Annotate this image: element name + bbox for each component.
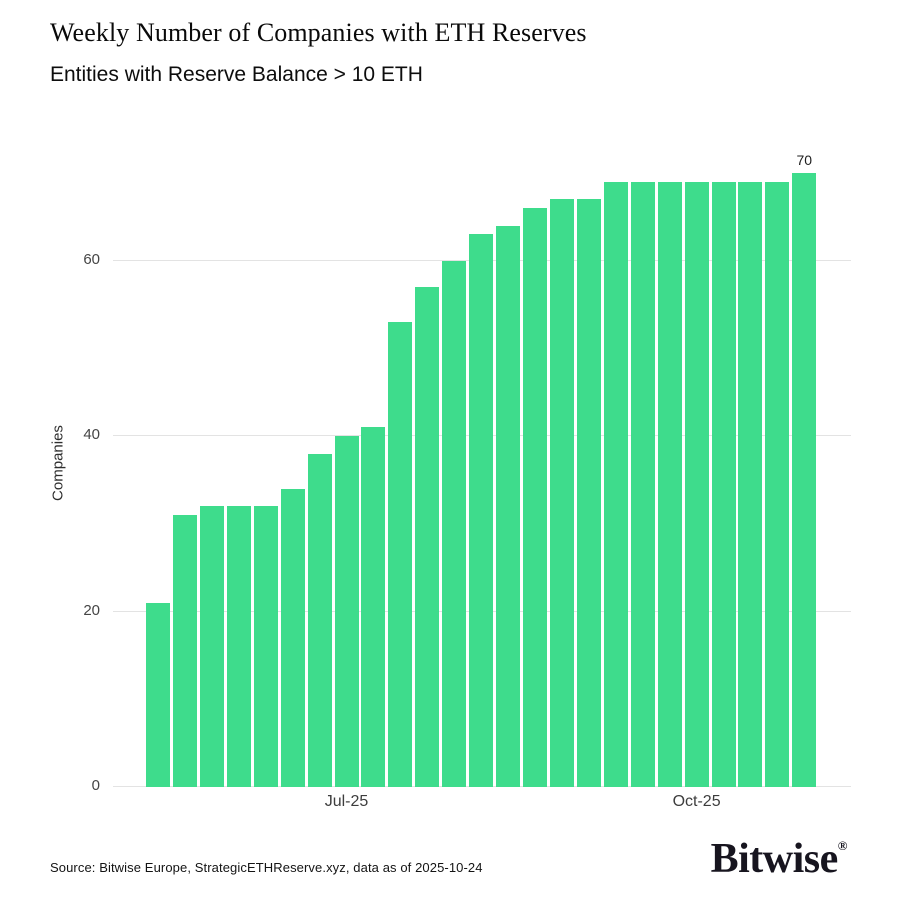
bar: [496, 225, 521, 787]
bar: [630, 181, 655, 787]
bar: [199, 506, 224, 787]
bar: [523, 208, 548, 787]
y-tick-label: 40: [83, 426, 100, 444]
bar: [711, 181, 736, 787]
bar: [388, 322, 413, 787]
bar: [469, 234, 494, 787]
bar: [226, 506, 251, 787]
bar: [307, 453, 332, 787]
bar: [361, 427, 386, 787]
bar: [765, 181, 790, 787]
y-tick-label: 60: [83, 250, 100, 268]
bar-value-label: 70: [796, 152, 813, 169]
x-tick-label: Jul-25: [324, 793, 369, 810]
bar: [603, 181, 628, 787]
x-tick-label: Oct-25: [672, 793, 721, 810]
bar: [657, 181, 682, 787]
bar: [334, 436, 359, 787]
bar: [442, 260, 467, 787]
registered-mark: ®: [837, 838, 848, 853]
bar: [415, 287, 440, 787]
bar: [792, 173, 817, 787]
bar: [738, 181, 763, 787]
y-tick-label: 0: [91, 777, 100, 794]
bar: [253, 506, 278, 787]
y-tick-label: 20: [83, 601, 100, 619]
bar: [146, 602, 170, 787]
bar: [172, 515, 197, 787]
source-text: Source: Bitwise Europe, StrategicETHRese…: [50, 860, 483, 875]
chart-title: Weekly Number of Companies with ETH Rese…: [50, 18, 587, 47]
bitwise-logo: Bitwise®: [710, 836, 848, 882]
bitwise-logo-text: Bitwise: [710, 836, 839, 882]
bar: [549, 199, 574, 787]
bar: [280, 488, 305, 787]
chart-subtitle: Entities with Reserve Balance > 10 ETH: [50, 63, 423, 86]
bar: [576, 199, 601, 787]
bar: [684, 181, 709, 787]
